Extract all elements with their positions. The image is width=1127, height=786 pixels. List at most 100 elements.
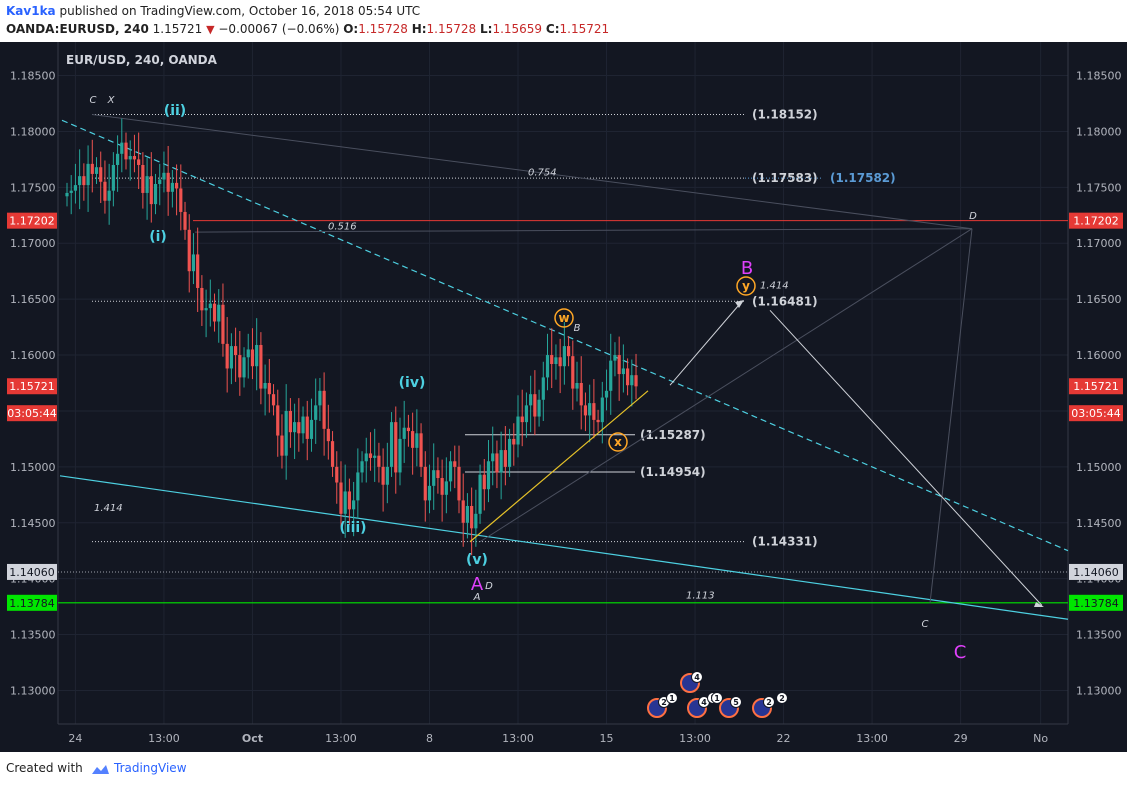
candle-body <box>204 308 208 311</box>
candle-body <box>221 304 225 344</box>
candle-body <box>65 192 69 197</box>
candle-body <box>267 383 271 395</box>
candle-body <box>634 375 638 387</box>
candle-body <box>234 346 238 356</box>
x-tick-label: 13:00 <box>856 732 888 745</box>
x-tick-label: 13:00 <box>325 732 357 745</box>
candle-body <box>339 482 343 514</box>
price-chart[interactable]: 1.18500 1.18500 1.18000 1.18000 1.17500 1.175… <box>0 42 1127 752</box>
candle-body <box>250 349 255 367</box>
author-link[interactable]: Kav1ka <box>6 4 56 18</box>
wave-label-i: (i) <box>149 229 167 245</box>
candle-body <box>385 466 389 485</box>
y-tick-label-left: 1.17500 <box>10 181 56 194</box>
price-tag-right <box>1069 378 1123 395</box>
fib-ratio-label: 1.414 <box>94 503 123 514</box>
candle-body <box>364 453 368 462</box>
candle-body <box>314 405 318 420</box>
candle-body <box>516 416 520 445</box>
candle-body <box>406 427 411 432</box>
candle-body <box>554 357 558 364</box>
y-tick-label-left: 1.15000 <box>10 461 56 474</box>
price-tag-left-text: 1.14060 <box>9 566 55 579</box>
candle-body <box>457 466 461 501</box>
event-count-text: 2 <box>766 698 772 707</box>
small-label-c: C <box>90 95 97 106</box>
candle-body <box>427 485 432 501</box>
price-tag-left <box>7 563 57 580</box>
channel-upper-dashed <box>61 119 1069 552</box>
chart-area[interactable]: 1.18500 1.18500 1.18000 1.18000 1.17500 1.175… <box>0 42 1127 752</box>
candle-body <box>575 383 579 389</box>
candle-body <box>448 461 453 482</box>
candle-body <box>305 416 309 439</box>
candle-body <box>322 390 326 429</box>
candle-body <box>166 172 170 192</box>
price-tag-right-text: 1.14060 <box>1073 566 1119 579</box>
x-tick-label: 22 <box>777 732 791 745</box>
y-tick-label-left: 1.16000 <box>10 349 56 362</box>
candle-body <box>191 254 196 272</box>
small-label-d2: D <box>485 581 493 592</box>
wave-label-x-circle <box>608 432 628 452</box>
candle-body <box>394 422 398 473</box>
fib-level-label: (1.18152) <box>752 107 818 121</box>
candle-body <box>179 188 183 212</box>
price-change: −0.00067 (−0.06%) <box>218 22 340 36</box>
candle-body <box>330 441 335 467</box>
price-tag-right-text: 1.15721 <box>1073 380 1119 393</box>
candle-body <box>520 416 524 423</box>
price-tag-right <box>1069 405 1123 422</box>
x-tick-label: 8 <box>426 732 433 745</box>
wave-label-y: y <box>742 279 750 293</box>
candle-body <box>368 453 373 458</box>
event-count-text: 4 <box>694 673 700 682</box>
candle-body <box>419 433 423 467</box>
candle-body <box>453 461 457 467</box>
brand-name: TradingView <box>114 761 187 775</box>
last-price: 1.15721 <box>152 22 203 36</box>
ohlc-legend: OANDA:EURUSD, 240 1.15721 ▼ −0.00067 (−0… <box>6 22 609 36</box>
fib-connector <box>929 228 973 604</box>
fib-level-label: (1.17582) <box>830 171 896 185</box>
candle-body <box>86 163 90 186</box>
candle-body <box>465 505 470 523</box>
fib-level-label: (1.15287) <box>640 428 706 442</box>
price-tag-left-text: 1.15721 <box>9 380 55 393</box>
event-count-badge <box>691 671 703 683</box>
x-tick-label: 13:00 <box>148 732 180 745</box>
candle-body <box>280 435 284 456</box>
publish-header: Kav1ka published on TradingView.com, Oct… <box>0 0 1127 40</box>
candle-body <box>82 176 86 186</box>
candle-body <box>579 383 583 406</box>
candle-body <box>588 403 592 416</box>
candle-body <box>318 390 322 406</box>
tradingview-logo[interactable]: TradingView <box>88 761 187 775</box>
candle-body <box>482 474 486 490</box>
x-tick-label: 24 <box>68 732 82 745</box>
open-label: O: <box>343 22 359 36</box>
small-label-x: X <box>107 95 116 106</box>
candle-body <box>229 346 233 369</box>
price-tag-right <box>1069 212 1123 229</box>
y-tick-label-right: 1.16500 <box>1076 293 1122 306</box>
fib-ratio-label: 1.414 <box>760 281 789 292</box>
candle-body <box>592 403 596 420</box>
event-count-text: 1 <box>714 694 720 703</box>
wave-label-w: w <box>558 311 569 325</box>
candle-body <box>187 229 191 272</box>
candle-body <box>208 303 212 309</box>
candle-body <box>132 156 137 160</box>
candle-body <box>377 455 381 467</box>
candle-body <box>276 405 280 436</box>
price-tag-right <box>1069 563 1123 580</box>
y-tick-label-left: 1.18000 <box>10 125 56 138</box>
candle-body <box>255 344 259 367</box>
candle-body <box>94 167 99 174</box>
chart-title: EUR/USD, 240, OANDA <box>66 53 217 67</box>
candle-body <box>537 399 541 417</box>
open-value: 1.15728 <box>358 22 408 36</box>
created-with-text: Created with <box>6 761 83 775</box>
candle-body <box>271 394 276 406</box>
candle-body <box>389 422 394 467</box>
